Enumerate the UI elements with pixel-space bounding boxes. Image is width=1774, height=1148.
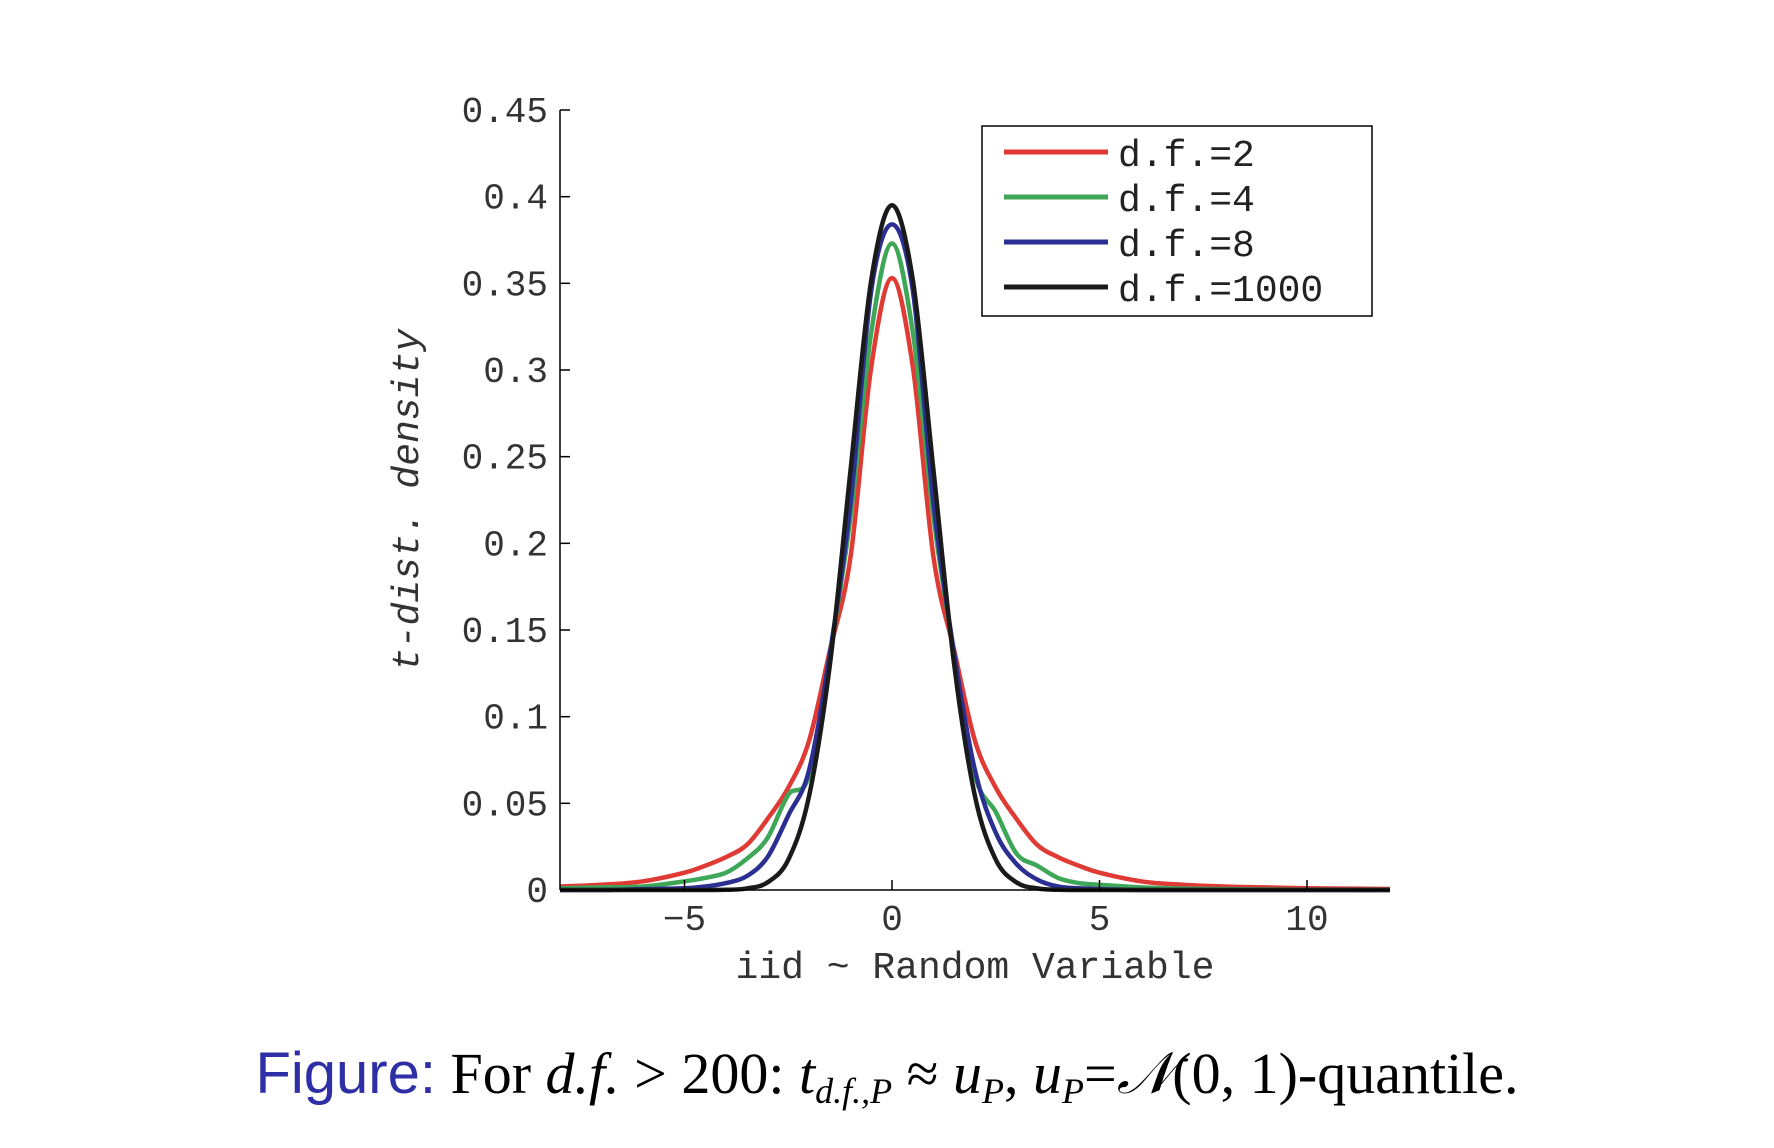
caption-text: For d.f. > 200: td.f.,P ≈ uP, uP=𝒩(0, 1)… xyxy=(450,1041,1519,1111)
y-tick-label: 0.45 xyxy=(462,92,548,133)
caption-label: Figure: xyxy=(255,1041,436,1106)
x-tick-label: 0 xyxy=(881,900,903,941)
x-axis-label: iid ~ Random Variable xyxy=(736,947,1215,990)
caption-subscript-3: P xyxy=(1061,1071,1084,1111)
legend-label: d.f.=4 xyxy=(1118,180,1255,223)
caption-subscript: d.f.,P xyxy=(815,1071,893,1111)
legend: d.f.=2d.f.=4d.f.=8d.f.=1000 xyxy=(981,125,1373,317)
figure-caption: Figure: For d.f. > 200: td.f.,P ≈ uP, uP… xyxy=(0,1040,1774,1112)
x-tick-label: −5 xyxy=(663,900,706,941)
caption-subscript-2: P xyxy=(981,1071,1004,1111)
legend-label: d.f.=1000 xyxy=(1118,270,1323,313)
x-ticks: −5 0 5 10 xyxy=(663,880,1329,941)
y-tick-label: 0 xyxy=(526,872,548,913)
y-axis-label: t-dist. density xyxy=(387,328,430,671)
y-tick-label: 0.4 xyxy=(483,179,548,220)
series-line-1 xyxy=(559,275,1391,892)
y-ticks: 0 0.05 0.1 0.15 0.2 0.25 0.3 0.35 0.4 0.45 xyxy=(462,92,570,913)
y-tick-label: 0.35 xyxy=(462,265,548,306)
y-tick-label: 0.15 xyxy=(462,612,548,653)
y-tick-label: 0.1 xyxy=(483,699,548,740)
x-tick-label: 5 xyxy=(1089,900,1111,941)
axes xyxy=(559,110,1390,891)
x-tick-label: 10 xyxy=(1285,900,1328,941)
legend-box xyxy=(981,125,1373,317)
y-tick-label: 0.05 xyxy=(462,785,548,826)
y-tick-label: 0.3 xyxy=(483,352,548,393)
legend-label: d.f.=2 xyxy=(1118,135,1255,178)
legend-label: d.f.=8 xyxy=(1118,225,1255,268)
y-tick-label: 0.2 xyxy=(483,525,548,566)
y-tick-label: 0.25 xyxy=(462,439,548,480)
